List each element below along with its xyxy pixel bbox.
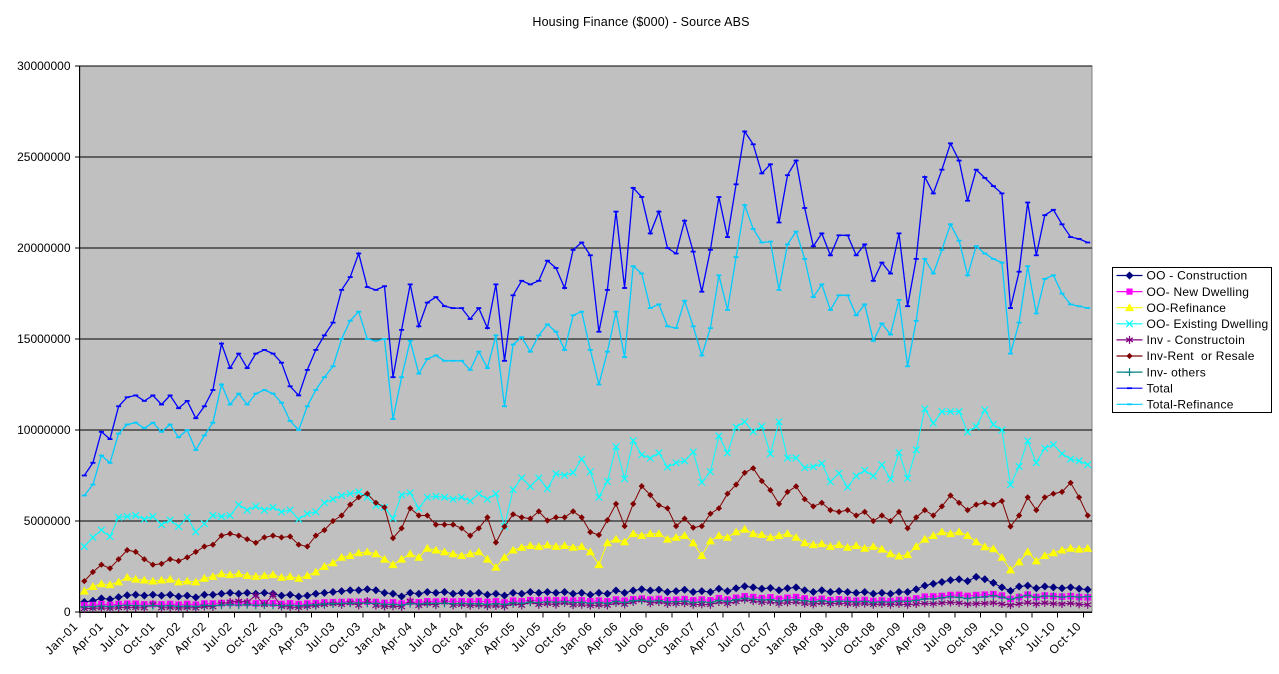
svg-text:25000000: 25000000 <box>17 150 71 164</box>
svg-text:0: 0 <box>64 605 71 619</box>
svg-text:OO - Construction: OO - Construction <box>1147 269 1248 283</box>
svg-text:Housing Finance ($000) - Sourc: Housing Finance ($000) - Source ABS <box>532 15 749 29</box>
svg-text:15000000: 15000000 <box>17 332 71 346</box>
svg-text:OO- Existing Dwelling: OO- Existing Dwelling <box>1147 317 1269 331</box>
svg-text:Total: Total <box>1147 381 1174 395</box>
svg-text:10000000: 10000000 <box>17 423 71 437</box>
svg-text:Total-Refinance: Total-Refinance <box>1147 398 1234 412</box>
svg-text:OO-Refinance: OO-Refinance <box>1147 301 1227 315</box>
svg-text:20000000: 20000000 <box>17 241 71 255</box>
svg-text:5000000: 5000000 <box>24 514 71 528</box>
svg-text:Inv- others: Inv- others <box>1147 365 1206 379</box>
svg-text:Inv - Constructoin: Inv - Constructoin <box>1147 333 1246 347</box>
svg-text:Inv-Rent or Resale: Inv-Rent or Resale <box>1147 349 1255 363</box>
svg-text:30000000: 30000000 <box>17 59 71 73</box>
svg-text:OO- New Dwelling: OO- New Dwelling <box>1147 285 1250 299</box>
